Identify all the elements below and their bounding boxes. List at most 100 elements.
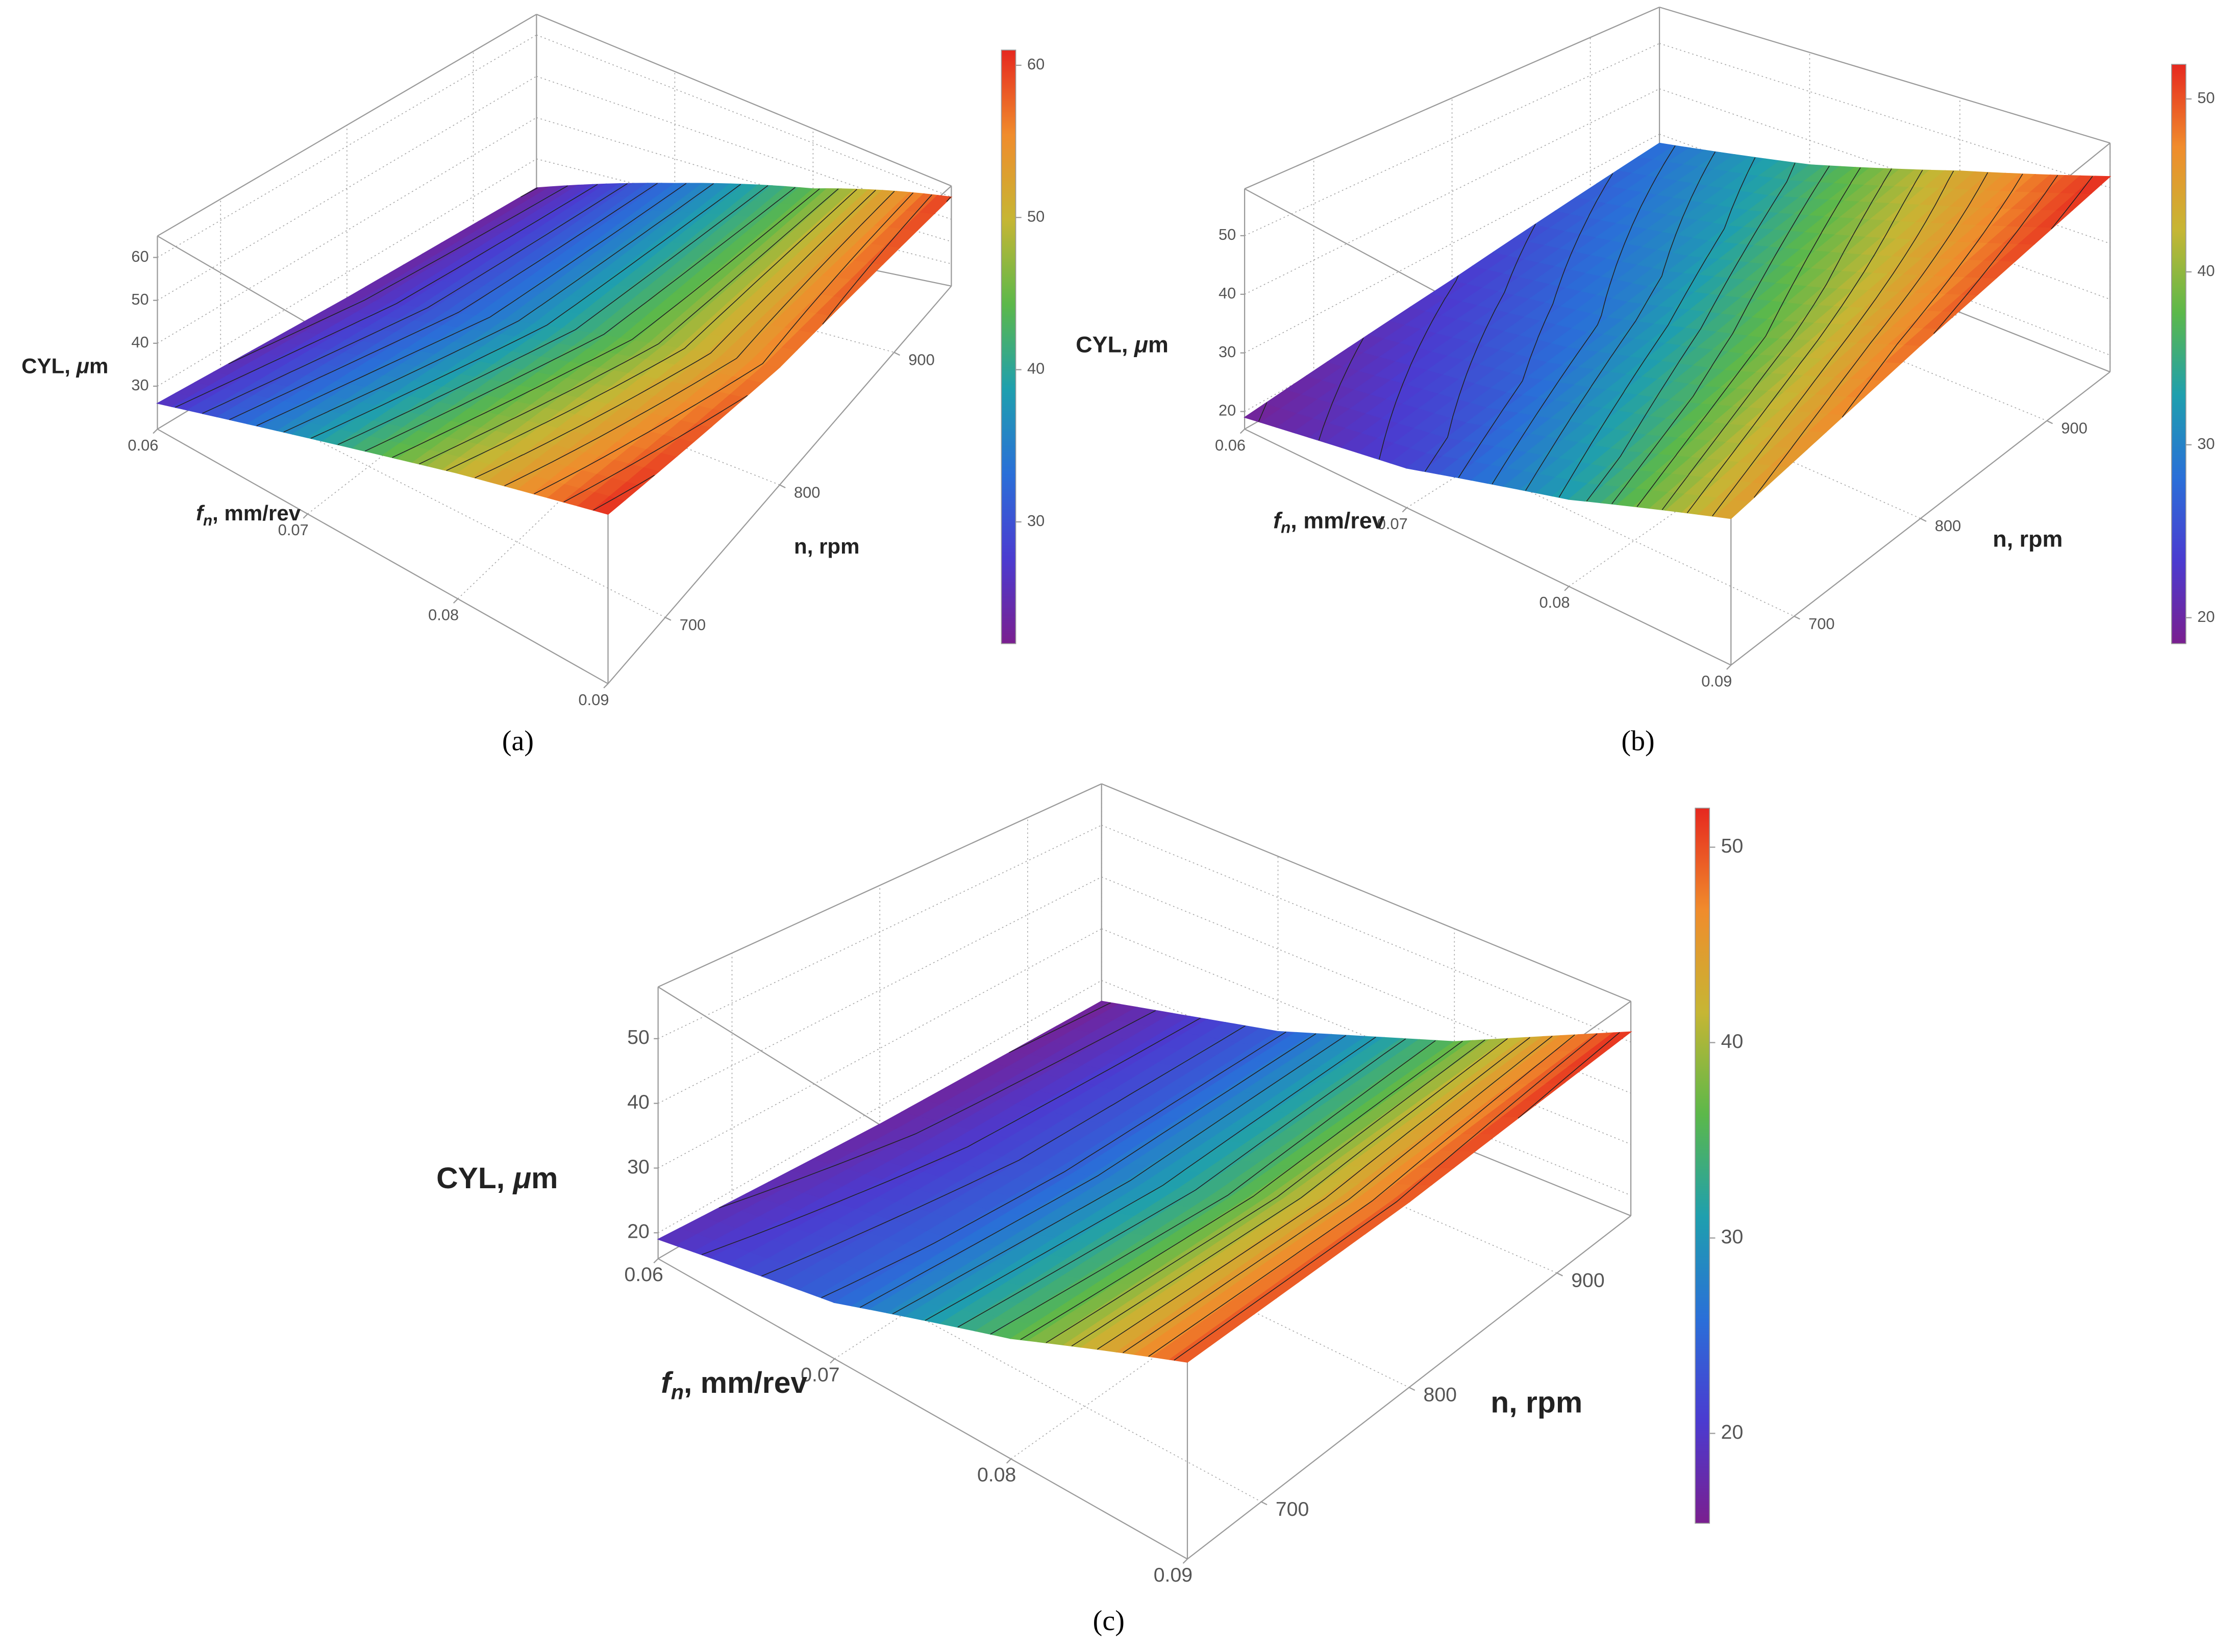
- y-tick-label: 800: [1935, 517, 1961, 535]
- x-label-symbol: f: [1273, 507, 1283, 533]
- surface-cell: [1589, 1031, 1632, 1050]
- z-label-symbol: μ: [76, 354, 89, 378]
- x-label-subscript: n: [671, 1380, 684, 1404]
- floor-grid-line: [732, 1215, 1262, 1503]
- y-tick: [665, 617, 672, 621]
- x-tick: [1182, 1558, 1188, 1564]
- z-label-text: CYL,: [436, 1161, 513, 1194]
- z-tick-label: 40: [1219, 284, 1236, 302]
- box-edge: [1244, 429, 1731, 666]
- z-tick-label: 60: [131, 247, 148, 265]
- surface-patch: [457, 339, 781, 515]
- colorbar-tick-label: 30: [1721, 1225, 1744, 1248]
- surface-patch: [1451, 142, 1811, 318]
- x-tick: [153, 429, 158, 434]
- y-tick: [1409, 1387, 1415, 1391]
- x-label-subscript: n: [203, 512, 212, 529]
- box-edge: [157, 429, 609, 685]
- box-edge: [607, 285, 952, 684]
- wall-grid-line: [1244, 43, 1660, 236]
- x-label-subscript: n: [1281, 519, 1290, 537]
- colorbar-tick-label: 30: [2197, 435, 2215, 453]
- colorbar-tick-label: 30: [1027, 512, 1045, 530]
- surface-patch: [490, 183, 814, 341]
- wall-grid-line: [1101, 928, 1631, 1145]
- surface-patch: [1231, 1031, 1632, 1203]
- surface-patch: [345, 183, 676, 318]
- x-tick-label: 0.08: [977, 1464, 1016, 1486]
- y-tick-label: 700: [680, 616, 706, 634]
- surface-cell: [919, 194, 953, 214]
- wall-grid-line: [1659, 134, 2110, 300]
- wall-grid-line: [157, 34, 537, 258]
- y-tick: [779, 484, 786, 488]
- colorbar-tick-label: 50: [2197, 89, 2215, 107]
- x-tick: [453, 598, 458, 604]
- x-tick-label: 0.07: [1377, 515, 1408, 533]
- wall-grid-line: [1101, 824, 1631, 1043]
- y-tick-label: 900: [2061, 419, 2087, 437]
- y-tick: [1261, 1501, 1268, 1506]
- y-tick: [2046, 420, 2053, 424]
- z-label-text: CYL,: [1076, 331, 1134, 357]
- wall-grid-line: [658, 824, 1102, 1039]
- x-tick: [1239, 429, 1245, 434]
- x-tick: [653, 1258, 659, 1264]
- wall-grid-line: [658, 980, 1102, 1234]
- z-tick-label: 30: [1219, 343, 1236, 361]
- wall-grid-line: [1244, 134, 1660, 354]
- x-tick-label: 0.08: [1539, 593, 1570, 611]
- surface-patch: [657, 1123, 1058, 1304]
- x-tick-label: 0.06: [128, 436, 158, 454]
- floor-grid-line: [879, 1129, 1409, 1388]
- colorbar-tick-label: 20: [1721, 1421, 1744, 1443]
- surface-patch: [1568, 337, 1922, 519]
- z-label-unit: m: [89, 354, 108, 378]
- z-tick-label: 30: [627, 1156, 650, 1178]
- z-tick-label: 50: [627, 1026, 650, 1048]
- x-tick-label: 0.09: [1701, 672, 1732, 690]
- panel-label: (a): [502, 725, 534, 757]
- colorbar-tick-label: 40: [2197, 262, 2215, 280]
- surface-patch: [634, 188, 953, 368]
- x-tick: [603, 683, 609, 689]
- surface-patch: [833, 1169, 1234, 1339]
- surface-patch: [1607, 164, 1961, 338]
- floor-grid-line: [1313, 389, 1795, 617]
- x-tick: [1402, 507, 1407, 513]
- x-axis-label: fn, mm/rev: [196, 501, 301, 529]
- y-tick-label: 900: [1571, 1269, 1604, 1291]
- x-tick-label: 0.07: [801, 1363, 839, 1386]
- wall-grid-line: [658, 877, 1102, 1104]
- y-tick-label: 700: [1808, 615, 1834, 633]
- z-tick-label: 30: [131, 376, 148, 394]
- x-tick-label: 0.07: [278, 521, 309, 539]
- box-edge: [1659, 6, 2110, 144]
- x-axis-label: fn, mm/rev: [1273, 507, 1385, 537]
- surface-patch: [878, 1000, 1279, 1171]
- box-edge: [1101, 783, 1631, 1002]
- x-tick-label: 0.06: [1215, 436, 1246, 454]
- z-tick-label: 20: [627, 1220, 650, 1243]
- y-tick-label: 900: [908, 351, 934, 369]
- x-tick: [303, 513, 308, 519]
- wall-grid-line: [1659, 43, 2110, 188]
- colorbar: [1695, 808, 1710, 1524]
- colorbar: [1001, 49, 1016, 644]
- y-axis-label: n, rpm: [794, 534, 859, 558]
- z-axis-label: CYL, μm: [1076, 331, 1169, 357]
- x-tick-label: 0.09: [579, 691, 609, 709]
- box-edge: [658, 1258, 1188, 1560]
- z-label-text: CYL,: [21, 354, 76, 378]
- x-label-unit: , mm/rev: [1290, 507, 1385, 533]
- y-axis-label: n, rpm: [1490, 1386, 1582, 1419]
- contour-lines: [175, 183, 951, 511]
- x-label-symbol: f: [196, 501, 205, 525]
- colorbar-tick-label: 40: [1027, 360, 1045, 378]
- z-tick-label: 20: [1219, 402, 1236, 419]
- panel-label: (c): [1093, 1605, 1125, 1637]
- surface-patch: [1405, 316, 1766, 500]
- x-label-unit: , mm/rev: [212, 501, 301, 525]
- x-tick-label: 0.08: [428, 606, 459, 623]
